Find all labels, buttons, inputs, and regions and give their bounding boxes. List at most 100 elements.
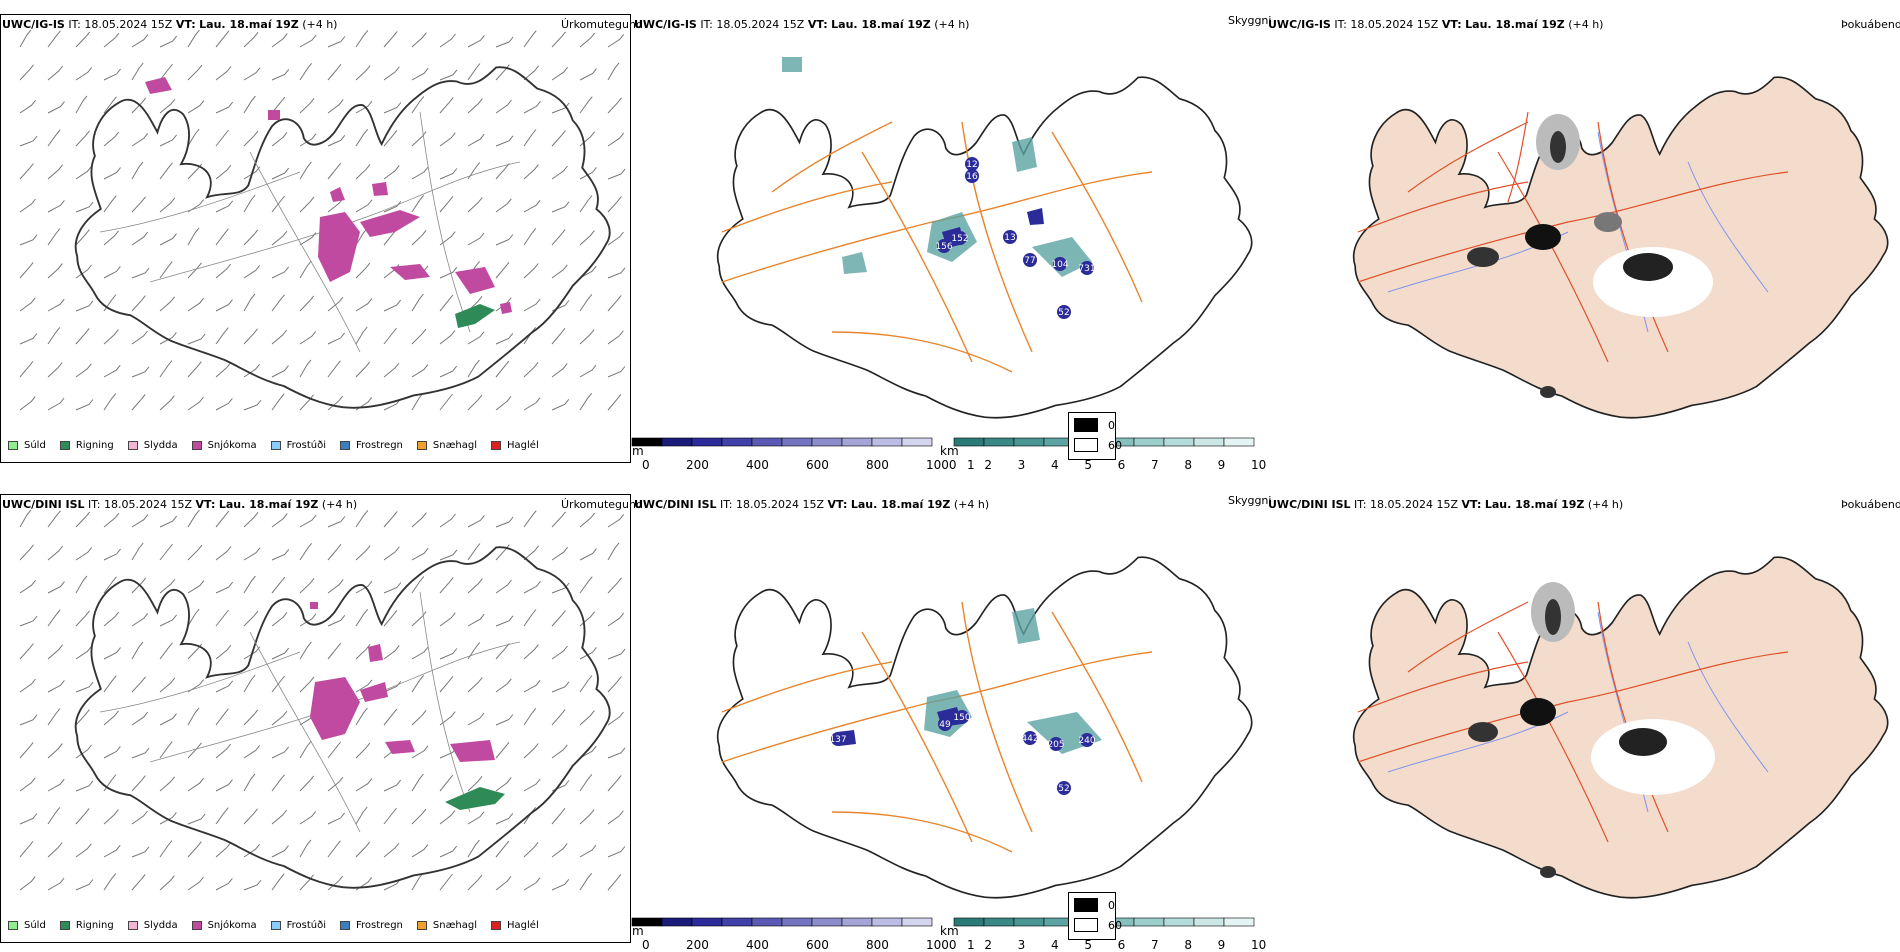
wind-barb — [159, 543, 173, 561]
scale-segment — [871, 437, 903, 447]
wind-barb — [131, 62, 144, 81]
wind-barb — [131, 97, 147, 114]
visibility-label-bg — [1080, 261, 1094, 275]
wind-barb — [411, 32, 427, 48]
wind-barb — [551, 807, 566, 825]
wind-barb — [19, 297, 36, 312]
wind-barb — [47, 581, 65, 594]
legend-swatch — [416, 921, 427, 930]
wind-barb — [579, 329, 595, 345]
wind-barb — [47, 807, 61, 825]
wind-barb — [243, 194, 256, 213]
wind-barb — [47, 30, 61, 48]
wind-barb — [243, 879, 262, 891]
visibility-label-bg — [1003, 230, 1017, 244]
legend-item-5: Frostregn — [340, 440, 403, 451]
visibility-label: 205 — [1047, 740, 1064, 750]
wind-barb — [411, 364, 429, 378]
scale-segment — [661, 437, 693, 447]
wind-barb — [103, 230, 119, 246]
scale-segment — [811, 917, 843, 927]
scale-bar-m — [631, 917, 933, 927]
wind-barb — [383, 582, 402, 594]
scale-segment — [781, 917, 813, 927]
legend-label: Frostregn — [356, 920, 403, 931]
wind-barb — [327, 579, 344, 594]
scale-km-unit: km — [940, 924, 959, 938]
fog-areas — [1467, 114, 1713, 398]
wind-barb — [215, 581, 234, 594]
legend-item-6: Snæhagl — [416, 440, 477, 451]
wind-barb — [411, 773, 424, 792]
wind-barb — [215, 680, 233, 693]
wind-barb — [607, 295, 622, 312]
legend-label: Súld — [24, 440, 46, 451]
wind-barb — [159, 233, 177, 246]
wind-barb — [439, 266, 458, 279]
visibility-label-bg — [1049, 737, 1063, 751]
wind-barb — [215, 546, 232, 561]
scale-tick-label: 7 — [1151, 458, 1159, 472]
wind-barb — [579, 548, 597, 561]
wind-barb — [467, 543, 481, 561]
wind-barb — [327, 741, 341, 759]
wind-barb — [355, 742, 371, 759]
wind-barb — [19, 135, 38, 147]
wind-barb — [75, 610, 90, 627]
wind-barb — [187, 128, 200, 147]
wind-barb — [523, 326, 536, 345]
scale-segment — [1163, 917, 1195, 927]
fog-legend-row-0: 0 — [1074, 418, 1115, 432]
wind-barb — [411, 67, 429, 81]
wind-barb — [103, 675, 117, 693]
scale-tick-label: 7 — [1151, 938, 1159, 952]
wind-barb — [523, 101, 541, 114]
wind-barb — [215, 609, 229, 627]
wind-barb — [215, 101, 234, 114]
wind-barb — [243, 575, 256, 594]
wind-barb — [439, 393, 453, 411]
wind-barb — [327, 99, 344, 114]
wind-barb — [523, 806, 536, 825]
wind-barb — [103, 809, 119, 825]
fog-areas — [1468, 582, 1715, 878]
wind-barb — [523, 778, 541, 792]
wind-barb — [299, 577, 315, 594]
wind-barb — [271, 809, 288, 825]
wind-barb — [75, 130, 90, 147]
wind-barb — [467, 642, 481, 660]
wind-barb — [327, 776, 344, 792]
wind-barb — [215, 398, 233, 411]
scale-tick-label: 800 — [866, 458, 889, 472]
wind-barb — [103, 647, 121, 660]
wind-barb — [383, 200, 402, 213]
scale-tick-label: 200 — [686, 938, 709, 952]
wind-barb — [523, 263, 539, 279]
visibility-label-bg — [1023, 731, 1037, 745]
wind-barb — [47, 263, 63, 279]
legend-swatch — [59, 441, 70, 450]
visibility-label-bg — [937, 239, 951, 253]
visibility-label: 442 — [1021, 734, 1038, 744]
wind-barb — [103, 844, 121, 858]
wind-barb — [439, 810, 456, 825]
scale-tick-label: 600 — [806, 938, 829, 952]
wind-barb — [19, 840, 34, 858]
wind-barb — [103, 746, 121, 759]
visibility-label: 12 — [966, 160, 977, 170]
wind-barb — [411, 96, 425, 114]
scale-tick-label: 4 — [1051, 458, 1059, 472]
wind-barb — [439, 774, 454, 792]
wind-barb — [215, 164, 232, 180]
wind-barb — [383, 779, 402, 792]
wind-barb — [131, 196, 146, 213]
road-network — [721, 121, 1153, 373]
wind-barb — [467, 613, 485, 627]
wind-barb — [243, 31, 259, 48]
wind-barb — [411, 745, 429, 759]
wind-barb — [495, 234, 514, 246]
panel-header: UWC/IG-IS IT: 18.05.2024 15Z VT: Lau. 18… — [1268, 18, 1604, 31]
wind-barb — [439, 845, 458, 858]
legend-label: Snæhagl — [432, 920, 478, 931]
visibility-label: 52 — [1058, 308, 1069, 318]
